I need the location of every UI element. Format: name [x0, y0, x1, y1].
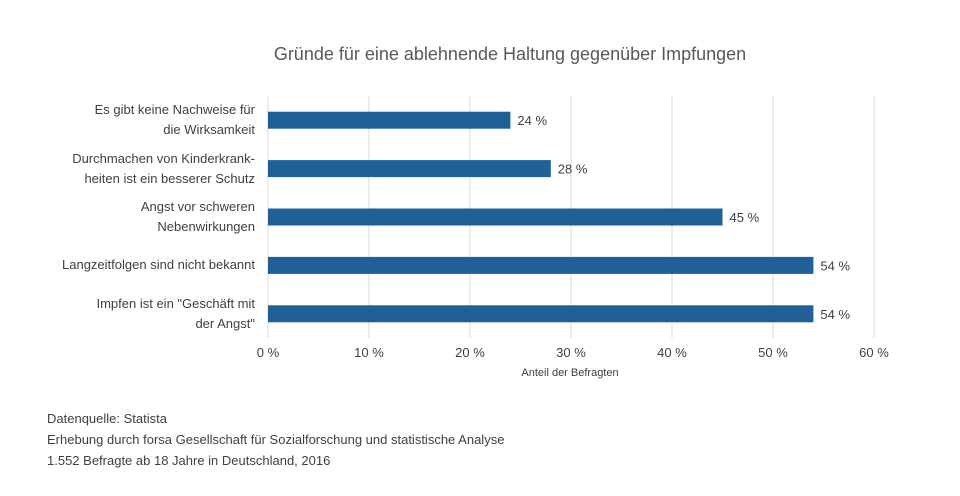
source-line-2: Erhebung durch forsa Gesellschaft für So…: [47, 432, 505, 447]
data-label: 54 %: [820, 258, 850, 273]
source-note: Datenquelle: Statista Erhebung durch for…: [47, 408, 504, 471]
source-line-3: 1.552 Befragte ab 18 Jahre in Deutschlan…: [47, 453, 331, 468]
bar: [268, 305, 814, 323]
bar: [268, 160, 551, 178]
x-tick-label: 40 %: [657, 345, 687, 360]
data-labels: 24 % 28 % 45 % 54 % 54 %: [517, 113, 850, 322]
data-label: 24 %: [517, 113, 547, 128]
category-label: Es gibt keine Nachweise für die Wirksamk…: [94, 102, 255, 138]
x-tick-label: 30 %: [556, 345, 586, 360]
category-label: Durchmachen von Kinderkrank- heiten ist …: [72, 150, 255, 186]
x-tick-label: 50 %: [758, 345, 788, 360]
data-label: 45 %: [730, 210, 760, 225]
x-tick-labels: 0 % 10 % 20 % 30 % 40 % 50 % 60 %: [257, 345, 889, 360]
bar: [268, 208, 723, 226]
chart-title: Gründe für eine ablehnende Haltung gegen…: [273, 44, 747, 64]
x-axis-label: Anteil der Befragten: [521, 367, 619, 379]
bar: [268, 256, 814, 274]
source-line-1: Datenquelle: Statista: [47, 411, 167, 426]
x-tick-label: 10 %: [354, 345, 384, 360]
data-label: 28 %: [558, 162, 588, 177]
x-tick-label: 0 %: [257, 345, 280, 360]
bars: [268, 111, 814, 323]
x-tick-label: 20 %: [455, 345, 485, 360]
data-label: 54 %: [820, 307, 850, 322]
bar: [268, 111, 511, 129]
category-label: Angst vor schweren Nebenwirkungen: [140, 199, 255, 234]
category-label: Impfen ist ein "Geschäft mit der Angst": [96, 295, 255, 331]
category-label: Langzeitfolgen sind nicht bekannt: [62, 257, 255, 273]
x-tick-label: 60 %: [859, 345, 889, 360]
